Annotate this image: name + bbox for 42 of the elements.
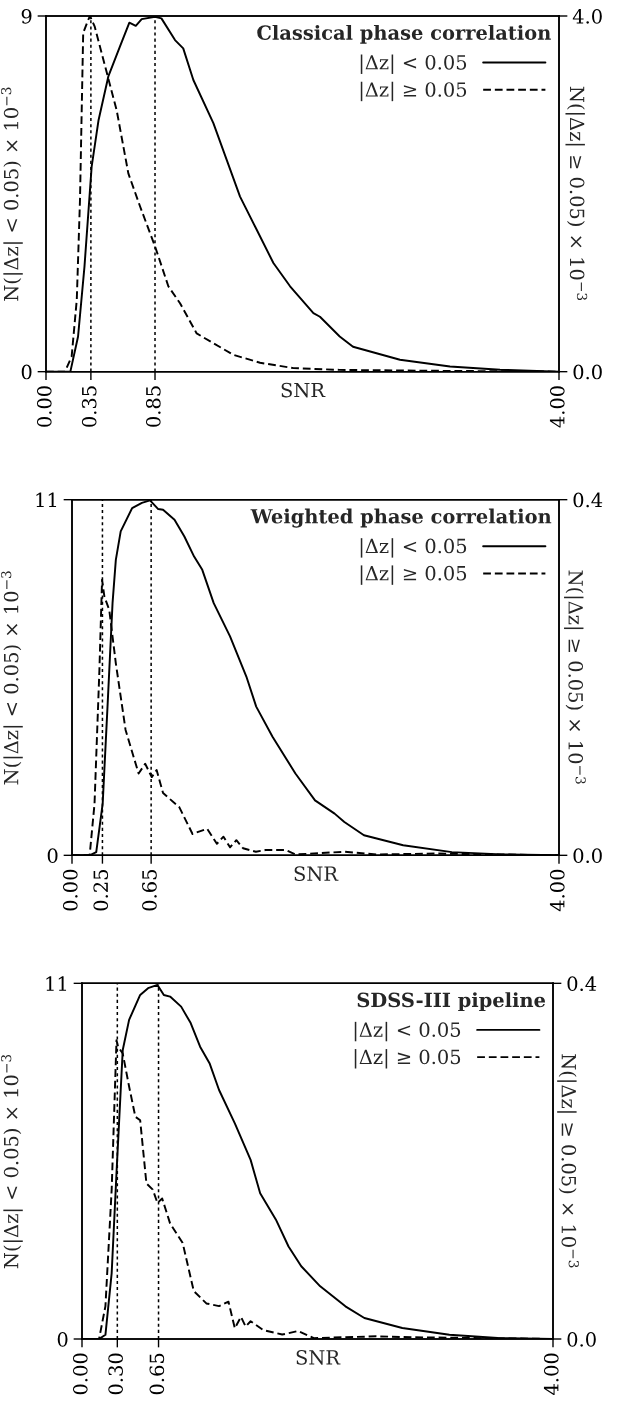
y-axis-title: N(|Δz| < 0.05) × 10$^{−3}$ xyxy=(1,1054,23,1269)
x-tick-label: 0.00 xyxy=(36,386,52,427)
legend-label: |Δz| < 0.05 xyxy=(354,1021,461,1042)
x-tick-label: 4.00 xyxy=(543,1353,559,1395)
y2-tick-label: 0.0 xyxy=(573,848,602,863)
x-tick-label: 0.85 xyxy=(145,386,161,427)
x-tick-label: 0.35 xyxy=(81,386,97,427)
y-axis-title: N(|Δz| < 0.05) × 10$^{−3}$ xyxy=(1,571,23,785)
y2-tick-label: 0.0 xyxy=(573,364,602,380)
legend-label: |Δz| < 0.05 xyxy=(360,54,467,74)
legend-label: |Δz| ≥ 0.05 xyxy=(354,1049,461,1069)
y2-tick-label: 0.0 xyxy=(567,1331,596,1347)
x-axis-title: SNR xyxy=(296,1350,341,1365)
y-tick-label: 11 xyxy=(36,492,57,508)
y2-tick-label: 0.4 xyxy=(567,976,597,991)
y-axis-title: N(|Δz| < 0.05) × 10$^{−3}$ xyxy=(1,87,23,301)
y-tick-label: 9 xyxy=(21,8,32,24)
x-tick-label: 4.00 xyxy=(549,386,565,428)
x-axis-title: SNR xyxy=(281,382,326,398)
x-tick-label: 0.65 xyxy=(142,870,157,911)
y-tick-label: 11 xyxy=(46,976,67,991)
y-tick-label: 0 xyxy=(57,1331,68,1347)
y-tick-label: 0 xyxy=(47,848,58,863)
x-tick-label: 0.25 xyxy=(93,870,109,911)
x-tick-label: 0.65 xyxy=(149,1353,165,1395)
legend-label: |Δz| < 0.05 xyxy=(360,538,467,558)
x-axis-title: SNR xyxy=(294,866,339,882)
x-tick-label: 0.00 xyxy=(72,1353,88,1395)
y2-axis-title: N(|Δz| ≥ 0.05) × 10$^{−3}$ xyxy=(565,86,588,301)
legend-label: |Δz| ≥ 0.05 xyxy=(360,81,467,102)
chart-title: SDSS-III pipeline xyxy=(357,992,546,1012)
chart-title: Classical phase correlation xyxy=(257,24,551,44)
x-tick-label: 0.30 xyxy=(108,1353,123,1395)
y2-axis-title: N(|Δz| ≥ 0.05) × 10$^{−3}$ xyxy=(557,1054,579,1268)
y-tick-label: 0 xyxy=(21,364,32,380)
x-tick-label: 4.00 xyxy=(549,869,565,912)
legend-label: |Δz| ≥ 0.05 xyxy=(360,565,467,585)
y2-axis-title: N(|Δz| ≥ 0.05) × 10$^{−3}$ xyxy=(564,570,586,784)
y2-tick-label: 0.4 xyxy=(573,492,603,508)
y2-tick-label: 4.0 xyxy=(572,8,602,24)
chart-title: Weighted phase correlation xyxy=(250,508,552,528)
x-tick-label: 0.00 xyxy=(62,869,78,911)
